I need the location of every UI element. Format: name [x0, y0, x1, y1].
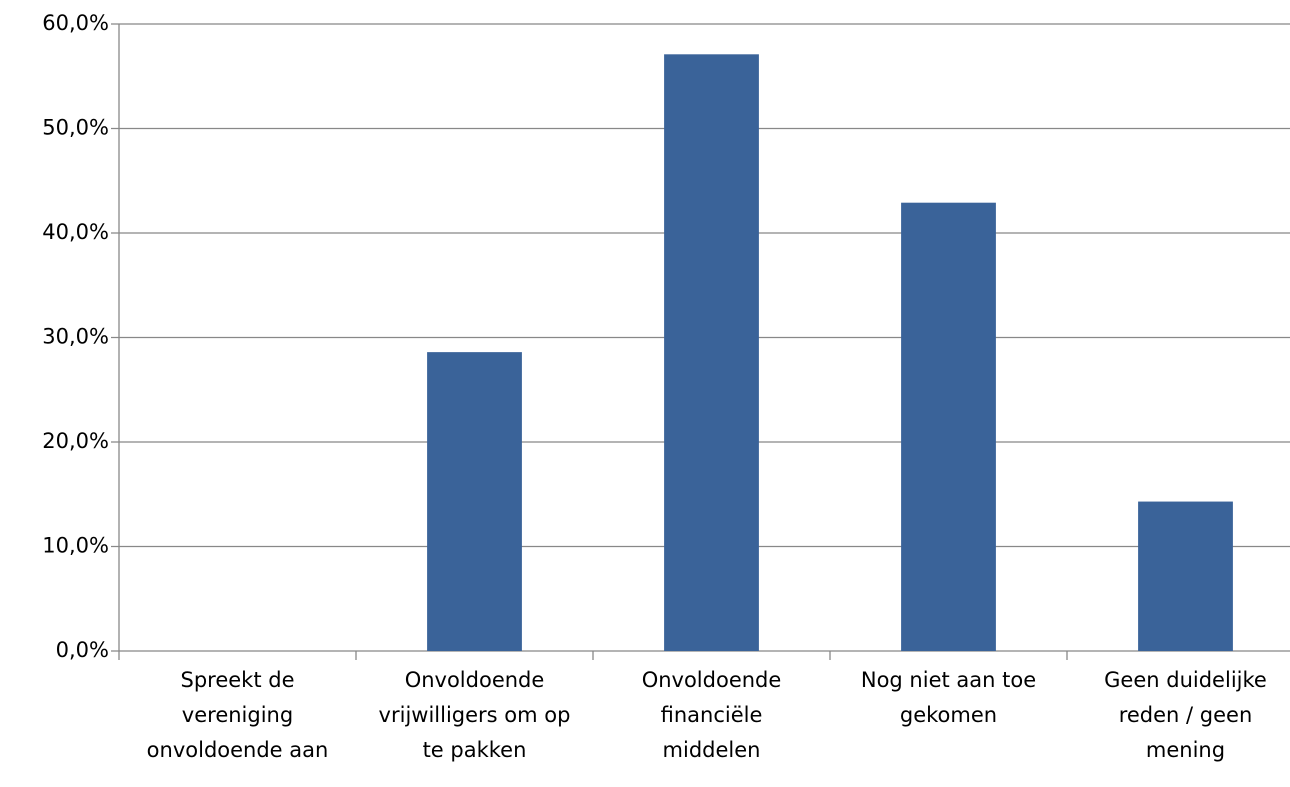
y-tick-label: 0,0% — [56, 638, 109, 662]
bar — [901, 202, 996, 651]
y-tick-label: 60,0% — [42, 11, 109, 35]
bar — [664, 54, 759, 652]
y-tick-label: 20,0% — [42, 429, 109, 453]
x-tick-label: Geen duidelijke reden / geen mening — [1104, 668, 1267, 762]
x-tick-label: Nog niet aan toe gekomen — [860, 668, 1037, 727]
x-tick-label: Onvoldoende financiële middelen — [641, 668, 782, 762]
bar — [427, 352, 522, 651]
y-tick-label: 40,0% — [42, 220, 109, 244]
y-tick-label: 50,0% — [42, 116, 109, 140]
x-tick-label: Spreekt de vereniging onvoldoende aan — [146, 668, 329, 762]
x-tick-label: Onvoldoende vrijwilligers om op te pakke… — [378, 668, 571, 762]
y-tick-label: 30,0% — [42, 325, 109, 349]
bar — [1138, 501, 1233, 651]
y-tick-label: 10,0% — [42, 534, 109, 558]
